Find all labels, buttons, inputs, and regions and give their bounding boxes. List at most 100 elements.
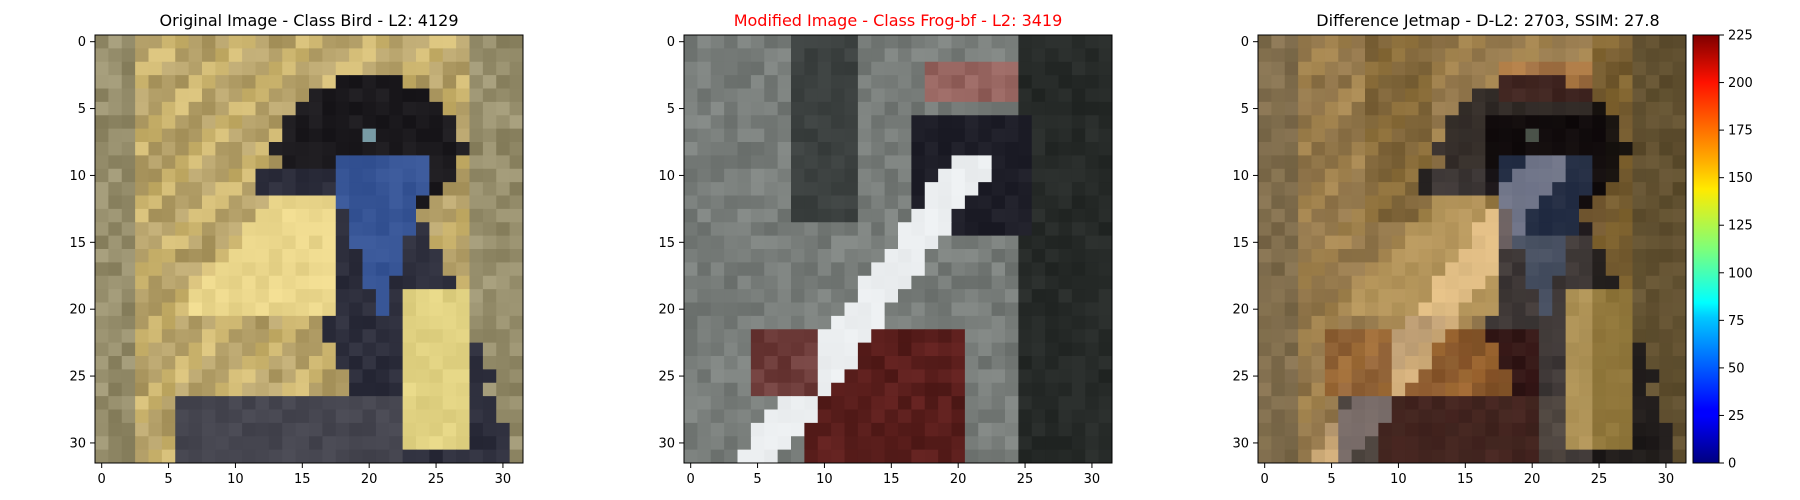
- pixel-cell: [978, 48, 993, 63]
- pixel-cell: [188, 396, 203, 410]
- pixel-cell: [1018, 235, 1033, 250]
- pixel-cell: [924, 396, 939, 410]
- pixel-cell: [1311, 142, 1326, 156]
- pixel-cell: [1324, 302, 1339, 317]
- pixel-cell: [1498, 382, 1513, 397]
- pixel-cell: [108, 422, 123, 437]
- pixel-cell: [282, 195, 297, 210]
- pixel-cell: [1525, 409, 1540, 424]
- pixel-cell: [1565, 249, 1580, 263]
- pixel-cell: [456, 302, 470, 317]
- pixel-cell: [1458, 101, 1473, 116]
- pixel-cell: [1018, 356, 1033, 370]
- pixel-cell: [1284, 342, 1299, 357]
- pixel-cell: [442, 208, 457, 223]
- pixel-cell: [1458, 356, 1473, 370]
- pixel-cell: [764, 275, 779, 290]
- pixel-cell: [1672, 208, 1687, 223]
- pixel-cell: [1605, 155, 1620, 170]
- pixel-cell: [1031, 356, 1046, 370]
- pixel-cell: [1391, 302, 1406, 317]
- pixel-cell: [1311, 168, 1326, 183]
- pixel-cell: [108, 449, 123, 464]
- pixel-cell: [148, 75, 163, 89]
- pixel-cell: [1085, 396, 1100, 410]
- pixel-cell: [1605, 35, 1620, 49]
- pixel-cell: [1632, 208, 1647, 223]
- pixel-cell: [215, 35, 230, 49]
- pixel-cell: [697, 329, 712, 344]
- pixel-cell: [1645, 249, 1660, 263]
- pixel-cell: [1512, 88, 1526, 103]
- pixel-cell: [309, 208, 323, 223]
- pixel-cell: [375, 436, 390, 451]
- colorbar-tick-label: 75: [1728, 314, 1745, 329]
- pixel-cell: [268, 302, 283, 317]
- pixel-cell: [1565, 302, 1580, 317]
- pixel-cell: [1672, 48, 1687, 63]
- pixel-cell: [1365, 208, 1379, 223]
- pixel-cell: [1659, 48, 1674, 63]
- pixel-cell: [884, 356, 899, 370]
- pixel-cell: [389, 422, 404, 437]
- pixel-cell: [1619, 195, 1633, 210]
- pixel-cell: [1284, 101, 1299, 116]
- pixel-cell: [148, 409, 163, 424]
- pixel-cell: [1632, 155, 1647, 170]
- pixel-cell: [442, 128, 457, 143]
- pixel-cell: [991, 436, 1006, 451]
- pixel-cell: [1659, 422, 1674, 437]
- pixel-cell: [911, 329, 926, 344]
- pixel-cell: [335, 155, 350, 170]
- pixel-cell: [202, 128, 216, 143]
- pixel-cell: [442, 329, 457, 344]
- pixel-cell: [1498, 342, 1513, 357]
- pixel-cell: [268, 195, 283, 210]
- pixel-cell: [1632, 115, 1647, 130]
- pixel-cell: [1659, 342, 1674, 357]
- pixel-cell: [938, 142, 952, 156]
- pixel-cell: [911, 289, 926, 303]
- pixel-cell: [389, 115, 404, 130]
- pixel-cell: [1324, 208, 1339, 223]
- pixel-cell: [228, 235, 243, 250]
- pixel-cell: [1472, 75, 1486, 89]
- pixel-cell: [991, 115, 1006, 130]
- pixel-cell: [295, 128, 310, 143]
- pixel-cell: [1271, 356, 1286, 370]
- pixel-cell: [764, 302, 779, 317]
- pixel-cell: [148, 449, 163, 464]
- pixel-cell: [1445, 168, 1460, 183]
- pixel-cell: [817, 195, 832, 210]
- pixel-cell: [724, 329, 738, 344]
- pixel-cell: [429, 61, 444, 76]
- pixel-cell: [1365, 115, 1379, 130]
- pixel-cell: [121, 101, 136, 116]
- pixel-cell: [1351, 409, 1366, 424]
- pixel-cell: [831, 88, 845, 103]
- pixel-cell: [1645, 195, 1660, 210]
- pixel-cell: [1284, 396, 1299, 410]
- pixel-cell: [1525, 382, 1540, 397]
- pixel-cell: [1085, 208, 1100, 223]
- pixel-cell: [282, 289, 297, 303]
- pixel-cell: [938, 75, 952, 89]
- pixel-cell: [1005, 35, 1019, 49]
- pixel-cell: [282, 48, 297, 63]
- pixel-cell: [1351, 369, 1366, 384]
- pixel-cell: [724, 115, 738, 130]
- pixel-cell: [228, 115, 243, 130]
- pixel-cell: [1498, 195, 1513, 210]
- pixel-cell: [1258, 262, 1272, 277]
- pixel-cell: [871, 262, 886, 277]
- pixel-cell: [1378, 382, 1393, 397]
- pixel-cell: [884, 128, 899, 143]
- pixel-cell: [108, 35, 123, 49]
- pixel-cell: [1418, 75, 1433, 89]
- pixel-cell: [737, 302, 752, 317]
- pixel-cell: [724, 35, 738, 49]
- pixel-cell: [1338, 35, 1353, 49]
- pixel-cell: [1351, 101, 1366, 116]
- pixel-cell: [1085, 356, 1100, 370]
- pixel-cell: [175, 222, 190, 237]
